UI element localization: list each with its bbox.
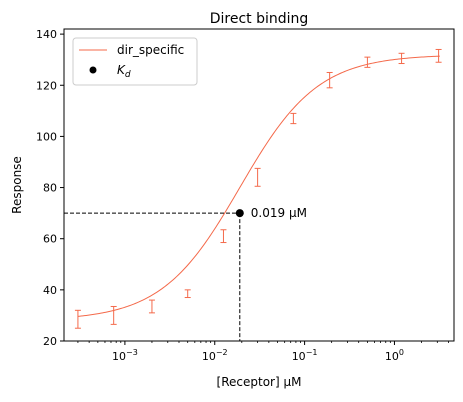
error-bar <box>184 289 191 299</box>
kd-label: 0.019 μM <box>251 206 307 220</box>
error-bar <box>364 56 371 68</box>
chart-title: Direct binding <box>210 11 309 27</box>
legend-label: Kd <box>117 63 131 80</box>
error-bar <box>326 71 333 89</box>
x-tick-label: 10−3 <box>112 348 138 363</box>
x-tick-label: 10−1 <box>292 348 318 363</box>
x-axis-label: [Receptor] μM <box>217 375 302 389</box>
error-bar <box>110 305 117 325</box>
error-bar <box>398 52 405 65</box>
legend-label: dir_specific <box>117 43 184 57</box>
error-bar <box>148 299 155 314</box>
y-tick-label: 100 <box>36 130 57 143</box>
y-axis-label: Response <box>10 156 24 214</box>
fit-curve <box>77 55 440 317</box>
legend: dir_specific Kd <box>72 37 198 86</box>
y-tick-label: 40 <box>43 284 57 297</box>
axes-frame <box>63 28 455 342</box>
error-bar <box>74 309 81 329</box>
plot-area: 0.019 μM 20 40 60 80 100 120 140 10−3 10−2 10−1 100 <box>36 28 455 363</box>
y-tick-label: 20 <box>43 335 57 348</box>
y-tick-label: 120 <box>36 79 57 92</box>
x-tick-label: 10−2 <box>202 348 228 363</box>
kd-marker <box>235 209 244 218</box>
legend-marker-swatch <box>89 66 97 74</box>
y-tick-label: 60 <box>43 233 57 246</box>
y-tick-label: 140 <box>36 28 57 41</box>
y-tick-label: 80 <box>43 182 57 195</box>
error-bar <box>220 229 227 244</box>
error-bar <box>254 167 261 187</box>
error-bar <box>435 48 442 63</box>
x-tick-label: 100 <box>385 348 404 363</box>
error-bar <box>290 112 297 125</box>
